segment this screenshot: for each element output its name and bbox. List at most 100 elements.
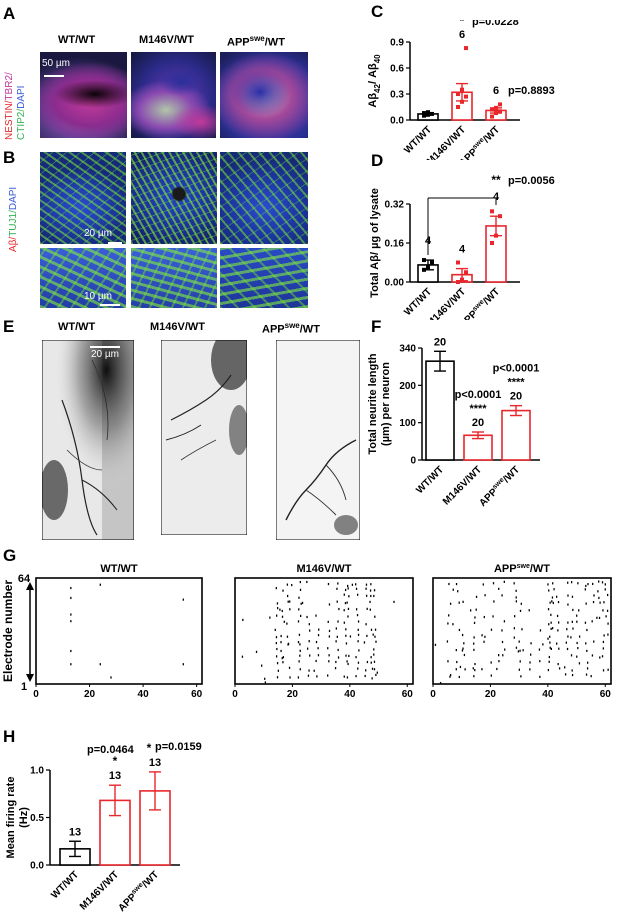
chart-g-spike-2: [439, 681, 442, 685]
chart-g-xtick-label-0: 60: [191, 689, 203, 700]
chart-g-spike-2: [548, 589, 550, 592]
chart-g-spike-0: [110, 676, 112, 679]
chart-g-spike-2: [542, 643, 544, 646]
chart-g-spike-2: [519, 649, 521, 652]
chart-g-xtick-label-1: 60: [402, 689, 414, 700]
chart-g-spike-1: [373, 660, 376, 663]
chart-g-spike-2: [473, 648, 475, 651]
chart-g-spike-1: [346, 601, 348, 604]
chart-g-spike-2: [515, 646, 518, 649]
chart-g-spike-2: [473, 642, 475, 645]
chart-g-xtick-label-2: 40: [542, 689, 554, 700]
chart-g-spike-2: [462, 647, 464, 650]
chart-g-spike-2: [522, 649, 524, 652]
chart-g-spike-1: [275, 587, 277, 590]
chart-f-n-2: 20: [510, 391, 522, 403]
chart-g-spike-2: [452, 588, 454, 591]
chart-g-spike-1: [345, 634, 347, 637]
chart-g-spike-1: [269, 616, 271, 619]
chart-g-spike-2: [503, 620, 506, 623]
chart-D-point: [426, 265, 430, 270]
panel-b-scale-label-top: 20 µm: [84, 228, 112, 239]
chart-g-spike-1: [287, 643, 289, 646]
chart-g-spike-2: [599, 656, 601, 659]
chart-g-spike-2: [547, 608, 550, 611]
chart-C-point: [426, 110, 430, 115]
chart-H-category-label-0: WT/WT: [49, 869, 81, 901]
chart-D-point: [430, 260, 434, 265]
chart-g-spike-1: [298, 608, 300, 611]
chart-C-ytick-label: 0.3: [390, 90, 404, 101]
chart-g-spike-1: [327, 582, 330, 586]
chart-g-spike-2: [484, 594, 486, 597]
chart-g-spike-2: [518, 640, 520, 643]
chart-g-spike-2: [490, 628, 493, 631]
chart-g-spike-1: [275, 642, 277, 645]
chart-C-point: [422, 111, 426, 116]
chart-g-spike-1: [306, 647, 309, 650]
chart-g-spike-2: [474, 662, 476, 666]
chart-g-spike-2: [448, 614, 450, 617]
chart-F-category-label-2: APPswe/WT: [477, 464, 522, 509]
chart-g-spike-1: [317, 634, 320, 637]
chart-g-xtick-label-1: 40: [344, 689, 356, 700]
chart-g-spike-2: [553, 588, 555, 591]
chart-g-spike-1: [255, 650, 258, 653]
chart-g-spike-2: [502, 654, 504, 657]
chart-g-spike-1: [308, 623, 310, 626]
chart-g-spike-1: [357, 667, 359, 670]
panel-b-scale-label-bottom: 10 µm: [84, 291, 112, 302]
chart-g-spike-2: [539, 660, 541, 663]
chart-g-spike-2: [593, 594, 595, 597]
chart-g-spike-1: [335, 660, 337, 664]
chart-D-point: [460, 277, 464, 282]
chart-h-pvalue-1: p=0.0464: [87, 744, 135, 756]
chart-g-spike-1: [355, 675, 357, 678]
chart-C-point: [498, 109, 502, 114]
chart-g-spike-2: [461, 649, 464, 652]
chart-g-spike-1: [297, 620, 300, 623]
chart-g-spike-1: [365, 669, 367, 672]
chart-g-spike-2: [570, 654, 573, 657]
chart-g-spike-1: [280, 634, 282, 638]
chart-g-spike-2: [490, 661, 492, 664]
chart-g-spike-2: [515, 589, 517, 592]
chart-g-spike-1: [313, 669, 315, 672]
chart-g-spike-1: [373, 648, 375, 651]
chart-g-title-1: M146V/WT: [296, 563, 351, 575]
chart-C-point: [456, 105, 460, 109]
chart-g-spike-1: [365, 594, 368, 597]
chart-g-spike-1: [370, 661, 372, 664]
chart-g-spike-2: [539, 629, 542, 632]
panel-a-scale-bar: [44, 75, 64, 77]
chart-g-spike-1: [276, 602, 279, 605]
chart-g-spike-2: [472, 667, 474, 670]
panel-b-image-m146v-top: [131, 152, 217, 244]
chart-g-spike-2: [455, 668, 457, 671]
chart-g-spike-1: [343, 609, 345, 612]
chart-g-spike-1: [299, 649, 301, 652]
chart-g-spike-1: [366, 607, 368, 610]
chart-g-spike-2: [604, 583, 606, 586]
chart-g-spike-1: [298, 660, 300, 663]
chart-g-spike-2: [518, 668, 521, 671]
chart-g-spike-0: [70, 663, 72, 666]
chart-C-point: [430, 111, 434, 116]
chart-g-spike-1: [281, 609, 283, 613]
chart-g-spike-2: [566, 647, 569, 651]
chart-g-spike-1: [348, 595, 350, 598]
chart-g-spike-2: [564, 666, 566, 669]
chart-g-ybottom: 1: [21, 681, 27, 693]
chart-g-title-0: WT/WT: [100, 563, 138, 575]
chart-d-comparison-stars: **: [491, 173, 501, 187]
chart-g-spike-1: [299, 654, 301, 657]
chart-g-spike-2: [549, 601, 551, 604]
chart-g-spike-1: [337, 582, 339, 585]
chart-g-spike-2: [587, 582, 589, 586]
chart-g-spike-2: [576, 620, 578, 623]
chart-g-spike-2: [571, 620, 573, 623]
chart-g-spike-2: [598, 616, 601, 620]
chart-g-spike-2: [557, 600, 560, 604]
